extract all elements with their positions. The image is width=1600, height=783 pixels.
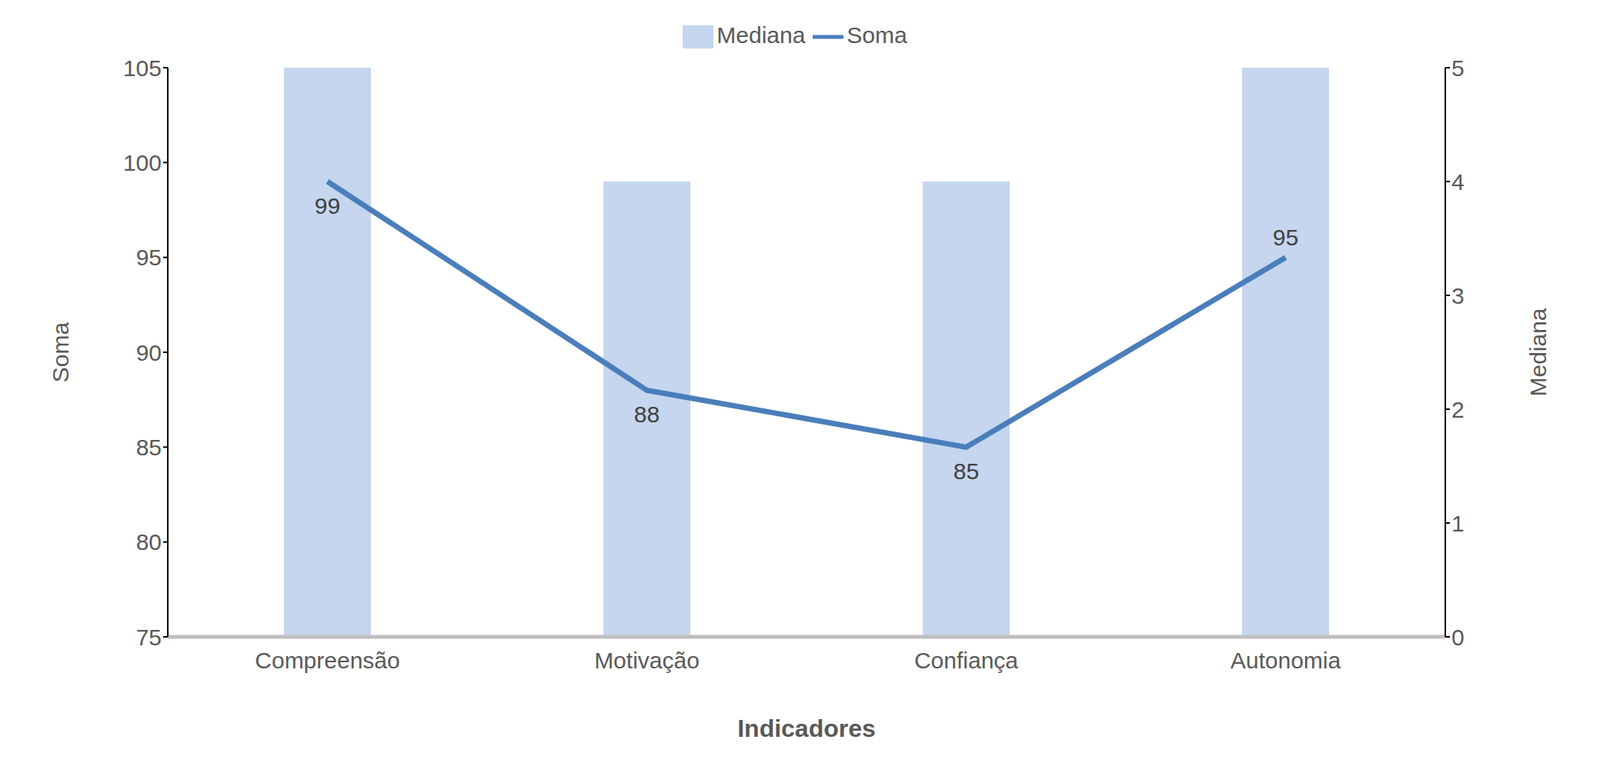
svg-text:4: 4 bbox=[1451, 169, 1465, 195]
svg-text:99: 99 bbox=[314, 193, 341, 219]
svg-text:95: 95 bbox=[1272, 224, 1299, 251]
svg-text:Soma: Soma bbox=[47, 322, 74, 384]
svg-text:Autonomia: Autonomia bbox=[1230, 648, 1342, 674]
svg-text:Motivação: Motivação bbox=[594, 648, 700, 674]
svg-text:Compreensão: Compreensão bbox=[254, 648, 400, 674]
svg-text:95: 95 bbox=[136, 244, 162, 271]
svg-text:Indicadores: Indicadores bbox=[737, 714, 876, 743]
svg-text:105: 105 bbox=[123, 55, 162, 81]
html-text:Soma: Soma bbox=[846, 22, 908, 48]
svg-text:5: 5 bbox=[1451, 55, 1465, 81]
svg-text:90: 90 bbox=[136, 340, 162, 366]
svg-text:0: 0 bbox=[1451, 624, 1465, 651]
svg-text:Confiança: Confiança bbox=[914, 648, 1019, 674]
svg-text:1: 1 bbox=[1451, 511, 1465, 537]
svg-text:3: 3 bbox=[1451, 283, 1465, 309]
svg-text:Mediana: Mediana bbox=[1525, 307, 1551, 397]
svg-text:75: 75 bbox=[136, 624, 162, 651]
svg-text:80: 80 bbox=[136, 529, 162, 555]
svg-text:2: 2 bbox=[1451, 397, 1465, 423]
svg-text:85: 85 bbox=[953, 458, 979, 485]
svg-text:85: 85 bbox=[136, 434, 162, 461]
html-text:Mediana: Mediana bbox=[716, 22, 806, 48]
svg-text:88: 88 bbox=[634, 401, 660, 428]
svg-text:100: 100 bbox=[123, 150, 162, 176]
